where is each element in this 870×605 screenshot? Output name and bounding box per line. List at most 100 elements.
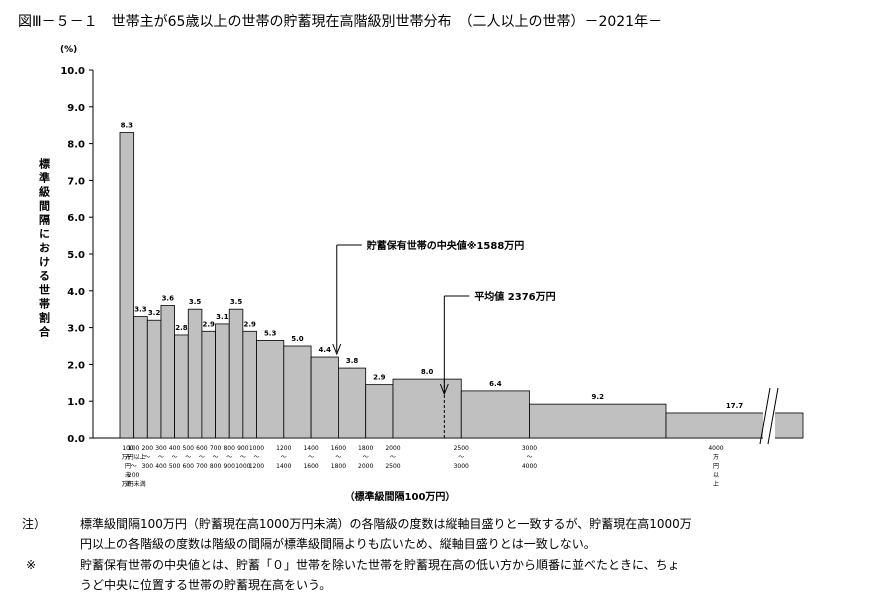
frequency-label: 3.2	[148, 309, 161, 317]
frequency-label: 4.4	[319, 346, 332, 354]
x-tick-label: 1600	[331, 445, 346, 452]
x-tick-label: 〜	[335, 454, 341, 461]
x-tick-label: 600	[183, 463, 195, 470]
x-tick-label: 200	[142, 445, 154, 452]
x-tick-label: 〜	[226, 454, 232, 461]
annotation-text: 平均値 2376万円	[474, 290, 555, 303]
bar	[283, 345, 312, 439]
x-tick-label: 満	[125, 480, 131, 488]
x-tick-label: 700	[210, 445, 222, 452]
annotation-text: 貯蓄保有世帯の中央値※1588万円	[367, 239, 525, 252]
x-tick-label: 1200	[276, 445, 291, 452]
note-marker: 注）	[22, 516, 46, 531]
x-tick-label: 900	[223, 463, 235, 470]
x-tick-label: 〜	[131, 463, 137, 470]
x-tick-label: 〜	[213, 454, 219, 461]
x-tick-label: 300	[155, 445, 167, 452]
x-tick-label: 2000	[385, 445, 400, 452]
x-tick-label: 1600	[303, 463, 318, 470]
note-text: 標準級間隔100万円（貯蓄現在高1000万円未満）の各階級の度数は縦軸目盛りと一…	[80, 516, 692, 531]
x-tick-label: 1000	[249, 445, 264, 452]
x-tick-label: 400	[169, 445, 181, 452]
y-tick-label: 10.0	[60, 66, 85, 77]
x-tick-label: 700	[196, 463, 208, 470]
x-tick-label: 〜	[458, 454, 464, 461]
y-tick-label: 0.0	[67, 434, 85, 445]
x-tick-label: 〜	[240, 454, 246, 461]
x-tick-label: 400	[155, 463, 167, 470]
x-tick-label: 1800	[331, 463, 346, 470]
x-tick-label: 1800	[358, 445, 373, 452]
x-tick-label: 万	[125, 454, 131, 461]
x-tick-label: 900	[237, 445, 249, 452]
x-tick-label: 上	[713, 480, 719, 488]
bar	[119, 132, 135, 439]
x-axis-label: （標準級間隔100万円）	[345, 490, 456, 503]
x-tick-label: 〜	[158, 454, 164, 461]
bar	[310, 356, 339, 439]
x-tick-label: 800	[210, 463, 222, 470]
frequency-label: 5.0	[291, 335, 304, 343]
frequency-label: 8.3	[121, 122, 134, 130]
y-tick-label: 9.0	[67, 103, 85, 114]
arrow-head	[332, 343, 342, 356]
x-tick-label: 1000	[235, 463, 250, 470]
frequency-label: 2.9	[373, 374, 386, 382]
x-tick-label: 円	[125, 463, 131, 470]
x-tick-label: 600	[196, 445, 208, 452]
frequency-label: 9.2	[592, 393, 605, 401]
y-tick-label: 4.0	[67, 287, 85, 298]
x-tick-label: 500	[183, 445, 195, 452]
note-text: 貯蓄保有世帯の中央値とは、貯蓄「０」世帯を除いた世帯を貯蓄現在高の低い方から順番…	[80, 557, 680, 572]
bar	[665, 412, 804, 439]
frequency-label: 2.9	[203, 320, 216, 328]
bar	[365, 384, 394, 439]
bar	[215, 323, 230, 439]
x-tick-label: 2000	[358, 463, 373, 470]
x-tick-label: 200	[128, 472, 140, 479]
x-tick-label: 〜	[526, 454, 532, 461]
x-tick-label: 3000	[454, 463, 469, 470]
x-tick-label: 1400	[303, 445, 318, 452]
x-tick-label: 〜	[390, 454, 396, 461]
bar	[160, 305, 175, 439]
x-tick-label: 1200	[249, 463, 264, 470]
x-tick-label: 4000	[522, 463, 537, 470]
x-tick-label: 万円未満	[122, 480, 146, 488]
x-tick-label: 〜	[172, 454, 178, 461]
y-unit: (%)	[60, 45, 77, 55]
y-tick-label: 6.0	[67, 213, 85, 224]
x-tick-label: 〜	[281, 454, 287, 461]
note-text: 円以上の各階級の度数は階級の間隔が標準級間隔よりも広いため、縦軸目盛りとは一致し…	[80, 536, 596, 551]
x-tick-label: 〜	[185, 454, 191, 461]
x-tick-label: 4000	[708, 445, 723, 452]
note-marker: ※	[26, 558, 36, 572]
bar	[392, 378, 462, 439]
bar	[228, 308, 244, 439]
frequency-label: 3.3	[134, 306, 147, 314]
y-tick-label: 1.0	[67, 397, 85, 408]
frequency-label: 3.8	[346, 357, 359, 365]
x-tick-label: 2500	[385, 463, 400, 470]
frequency-label: 2.9	[243, 320, 256, 328]
frequency-label: 8.0	[421, 368, 434, 376]
y-tick-label: 3.0	[67, 324, 85, 335]
x-tick-label: 3000	[522, 445, 537, 452]
y-tick-label: 7.0	[67, 176, 85, 187]
bar	[201, 330, 216, 439]
x-tick-label: 2500	[454, 445, 469, 452]
bar	[187, 308, 203, 439]
frequency-label: 5.3	[264, 329, 277, 337]
x-tick-label: 万円以上	[122, 453, 146, 461]
x-tick-label: 万	[713, 454, 719, 461]
bar	[529, 403, 667, 439]
x-tick-label: 100	[128, 445, 140, 452]
bar	[256, 340, 285, 439]
y-tick-label: 5.0	[67, 250, 85, 261]
x-tick-label: 100	[122, 445, 134, 452]
bar	[174, 334, 189, 439]
frequency-label: 3.5	[230, 298, 243, 306]
axis-break-line	[767, 387, 779, 445]
x-tick-label: 〜	[199, 454, 205, 461]
